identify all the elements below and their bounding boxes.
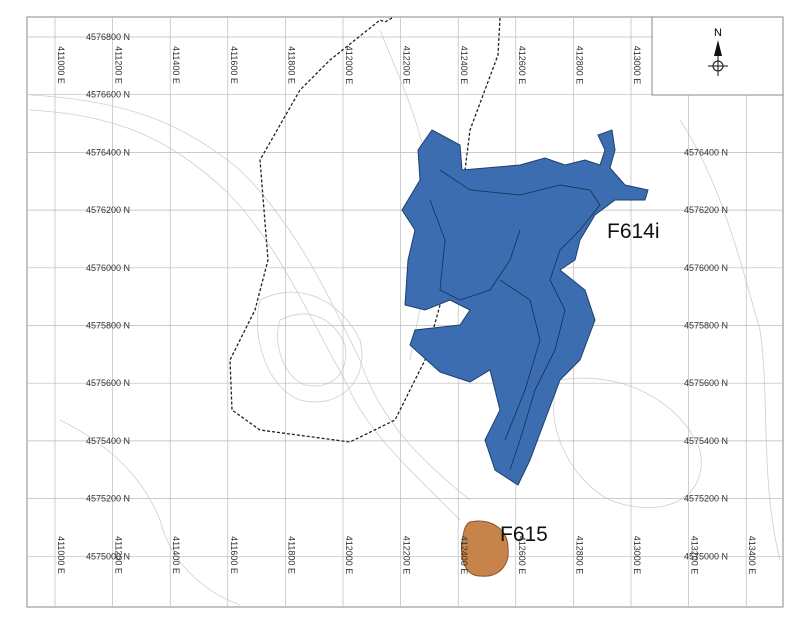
northing-label: 4576000 N — [86, 263, 130, 273]
easting-label: 412600 E — [517, 46, 527, 85]
easting-label: 412800 E — [574, 536, 584, 575]
easting-label: 413000 E — [632, 46, 642, 85]
easting-label: 411800 E — [286, 536, 296, 574]
easting-label: 411400 E — [171, 536, 181, 574]
easting-label: 412000 E — [344, 46, 354, 85]
northing-label: 4575600 N — [86, 378, 130, 388]
northing-label: 4575400 N — [86, 436, 130, 446]
northing-label: 4576600 N — [86, 90, 130, 100]
easting-label: 413400 E — [747, 536, 757, 575]
easting-label: 411600 E — [229, 536, 239, 574]
easting-label: 412200 E — [402, 46, 412, 85]
northing-label: 4576200 N — [86, 205, 130, 215]
north-label: N — [714, 27, 722, 39]
northing-label: 4576000 N — [684, 263, 728, 273]
easting-label: 412800 E — [574, 46, 584, 85]
easting-label: 412000 E — [344, 536, 354, 575]
northing-label: 4575000 N — [86, 551, 130, 561]
easting-label: 412400 E — [459, 536, 469, 575]
feature-label: F614i — [607, 220, 660, 243]
easting-label: 411400 E — [171, 46, 181, 84]
northing-label: 4575800 N — [86, 321, 130, 331]
northing-label: 4575000 N — [684, 551, 728, 561]
northing-label: 4575800 N — [684, 321, 728, 331]
northing-label: 4576400 N — [684, 147, 728, 157]
easting-label: 412600 E — [517, 536, 527, 575]
northing-label: 4576200 N — [684, 205, 728, 215]
northing-label: 4576400 N — [86, 147, 130, 157]
easting-label: 412200 E — [402, 536, 412, 575]
map-frame — [27, 17, 783, 607]
easting-label: 411000 E — [56, 536, 66, 574]
northing-label: 4575600 N — [684, 378, 728, 388]
map-view: F614i F615 N 411000 E411000 E411200 E411… — [0, 0, 809, 624]
northing-label: 4575400 N — [684, 436, 728, 446]
easting-label: 411600 E — [229, 46, 239, 84]
easting-label: 412400 E — [459, 46, 469, 85]
easting-label: 411000 E — [56, 46, 66, 84]
easting-label: 411200 E — [114, 46, 124, 84]
northing-label: 4575200 N — [86, 494, 130, 504]
easting-label: 413000 E — [632, 536, 642, 575]
northing-label: 4576800 N — [86, 32, 130, 42]
northing-label: 4575200 N — [684, 494, 728, 504]
easting-label: 411800 E — [286, 46, 296, 84]
